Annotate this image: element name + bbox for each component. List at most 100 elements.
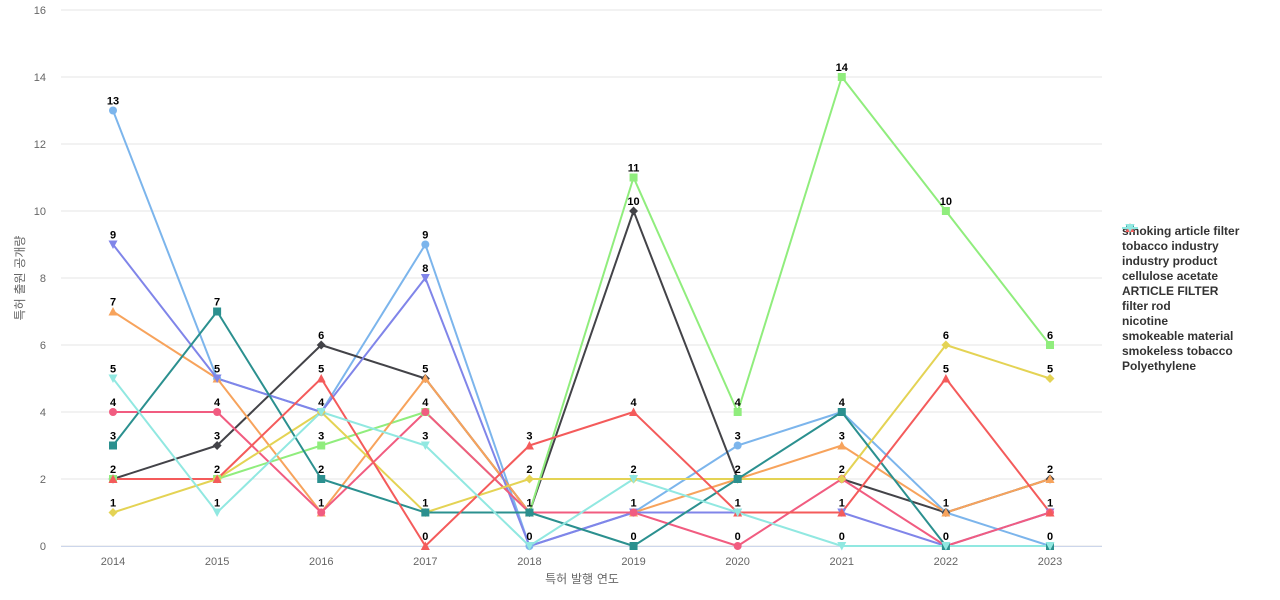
series-markers	[108, 73, 1055, 551]
data-point-marker[interactable]	[1045, 542, 1055, 551]
data-point-marker[interactable]	[316, 374, 326, 383]
legend-swatch-icon	[1122, 224, 1138, 233]
legend-item[interactable]: Polyethylene	[1122, 224, 1239, 373]
grid-lines	[61, 9, 1102, 547]
data-label: 1	[110, 498, 116, 510]
data-point-marker[interactable]	[629, 407, 639, 417]
data-point-marker[interactable]	[1045, 508, 1055, 517]
data-point-marker[interactable]	[108, 474, 118, 484]
data-point-marker[interactable]	[109, 441, 117, 450]
data-point-marker[interactable]	[420, 541, 430, 551]
data-label: 4	[214, 397, 221, 409]
series-line[interactable]	[112, 377, 1051, 547]
data-label: 1	[943, 498, 949, 510]
data-point-marker[interactable]	[1045, 374, 1055, 383]
series-line[interactable]	[112, 310, 1051, 547]
legend-item[interactable]: nicotine	[1122, 223, 1239, 328]
legend-item[interactable]: filter rod	[1122, 224, 1239, 313]
data-point-marker[interactable]	[525, 508, 534, 517]
legend-marker-icon	[1125, 224, 1135, 233]
legend-item[interactable]: smokeless tobacco	[1122, 223, 1239, 358]
data-label: 5	[943, 364, 949, 376]
data-point-marker[interactable]	[629, 475, 639, 484]
data-label: 3	[735, 431, 741, 443]
data-point-marker[interactable]	[837, 474, 847, 484]
series-line[interactable]	[112, 344, 1051, 514]
data-point-marker[interactable]	[941, 340, 951, 350]
legend-label: smokeless tobacco	[1122, 343, 1233, 358]
data-point-marker[interactable]	[316, 340, 326, 350]
data-point-marker[interactable]	[733, 408, 742, 416]
data-point-marker[interactable]	[733, 542, 742, 550]
data-point-marker[interactable]	[837, 441, 847, 450]
data-label: 1	[839, 498, 845, 510]
data-label: 2	[110, 464, 116, 476]
data-point-marker[interactable]	[420, 274, 430, 283]
data-point-marker[interactable]	[316, 408, 326, 417]
data-point-marker[interactable]	[108, 374, 118, 384]
data-label: 1	[214, 498, 220, 510]
legend-item[interactable]: ARTICLE FILTER	[1122, 224, 1239, 298]
data-point-marker[interactable]	[317, 475, 326, 483]
data-point-marker[interactable]	[837, 508, 847, 517]
legend-label: nicotine	[1122, 313, 1169, 328]
data-label: 11	[628, 163, 640, 175]
data-label: 9	[422, 230, 428, 242]
data-point-marker[interactable]	[212, 508, 222, 518]
series-line[interactable]	[112, 377, 1051, 547]
data-point-marker[interactable]	[213, 307, 222, 316]
data-point-marker[interactable]	[733, 475, 742, 483]
legend-item[interactable]: industry product	[1122, 224, 1239, 268]
data-point-marker[interactable]	[421, 240, 430, 249]
data-point-marker[interactable]	[420, 374, 430, 383]
data-point-marker[interactable]	[108, 240, 118, 250]
data-point-marker[interactable]	[108, 307, 118, 316]
data-point-marker[interactable]	[941, 207, 950, 215]
x-tick-label: 2017	[413, 556, 437, 568]
data-point-marker[interactable]	[1046, 341, 1054, 349]
data-point-marker[interactable]	[941, 508, 951, 517]
data-point-marker[interactable]	[108, 508, 118, 517]
data-point-marker[interactable]	[1045, 474, 1055, 484]
legend-item[interactable]: tobacco industry	[1122, 223, 1239, 253]
data-point-marker[interactable]	[212, 441, 222, 450]
legend-item[interactable]: cellulose acetate	[1122, 223, 1239, 283]
legend-item[interactable]: smoking article filter	[1122, 223, 1239, 238]
data-point-marker[interactable]	[837, 408, 846, 416]
data-point-marker[interactable]	[421, 408, 430, 416]
data-label: 1	[735, 498, 741, 510]
data-point-marker[interactable]	[524, 474, 534, 484]
series-line[interactable]	[112, 109, 1051, 547]
data-point-marker[interactable]	[941, 542, 951, 551]
data-label: 0	[1047, 531, 1053, 543]
data-point-marker[interactable]	[629, 542, 638, 550]
data-point-marker[interactable]	[837, 542, 847, 551]
data-point-marker[interactable]	[421, 508, 430, 517]
data-label: 6	[943, 330, 949, 342]
data-point-marker[interactable]	[212, 374, 222, 384]
data-point-marker[interactable]	[629, 206, 639, 216]
series-lines	[112, 76, 1051, 547]
data-point-marker[interactable]	[524, 441, 534, 450]
data-point-marker[interactable]	[109, 408, 117, 416]
legend-label: filter rod	[1122, 298, 1171, 313]
data-point-marker[interactable]	[212, 474, 222, 484]
data-point-marker[interactable]	[317, 441, 326, 450]
data-point-marker[interactable]	[629, 173, 638, 182]
data-label: 4	[422, 397, 429, 409]
data-point-marker[interactable]	[524, 542, 534, 551]
y-tick-label: 0	[40, 541, 46, 553]
data-label: 1	[630, 498, 636, 510]
data-point-marker[interactable]	[629, 508, 638, 517]
legend-item[interactable]: smokeable material	[1122, 224, 1239, 343]
data-point-marker[interactable]	[109, 106, 117, 115]
data-point-marker[interactable]	[941, 374, 951, 383]
data-label: 2	[735, 464, 741, 476]
data-point-marker[interactable]	[733, 441, 742, 450]
data-point-marker[interactable]	[420, 441, 430, 451]
data-point-marker[interactable]	[317, 508, 326, 517]
data-point-marker[interactable]	[213, 408, 222, 416]
data-point-marker[interactable]	[837, 73, 846, 81]
data-point-marker[interactable]	[733, 508, 743, 518]
